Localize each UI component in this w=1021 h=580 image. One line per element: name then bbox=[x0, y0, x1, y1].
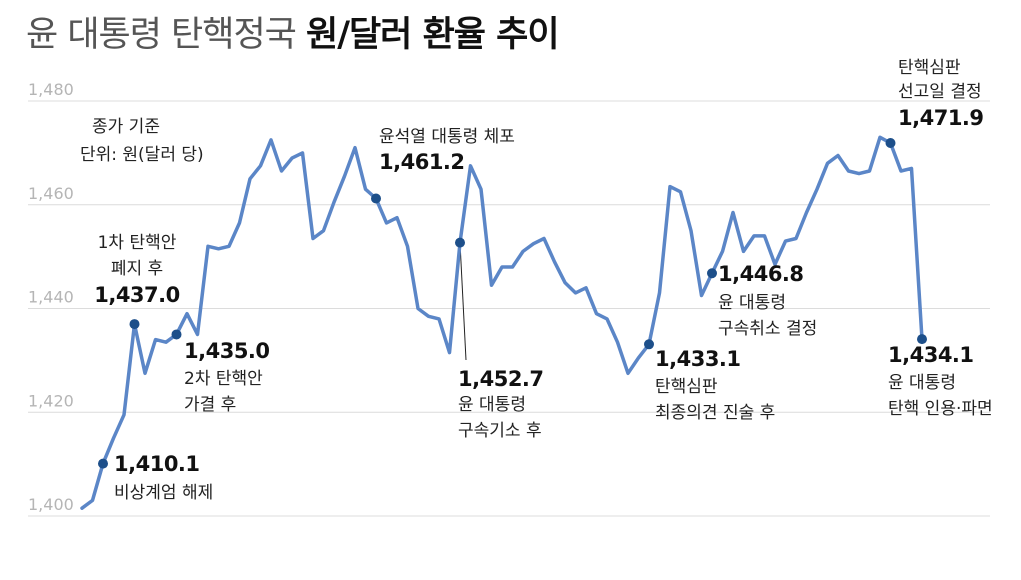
y-tick-label: 1,400 bbox=[28, 495, 74, 514]
data-label: 1,410.1 bbox=[114, 452, 200, 476]
grid bbox=[28, 100, 990, 517]
note-basis: 종가 기준 bbox=[92, 117, 160, 137]
data-marker bbox=[885, 138, 896, 149]
annotation-text: 윤 대통령 bbox=[888, 373, 956, 393]
annotation-text: 구속취소 결정 bbox=[718, 319, 817, 339]
y-tick-label: 1,420 bbox=[28, 391, 74, 410]
data-marker bbox=[917, 334, 927, 345]
y-tick-label: 1,460 bbox=[28, 184, 74, 203]
annotation-text: 윤 대통령 bbox=[458, 395, 526, 415]
data-label: 1,435.0 bbox=[184, 339, 270, 363]
data-marker bbox=[644, 339, 654, 350]
annotation-text: 탄핵 인용·파면 bbox=[888, 399, 993, 419]
y-tick-label: 1,480 bbox=[28, 80, 74, 99]
annotation-text: 구속기소 후 bbox=[458, 421, 542, 441]
data-label: 1,452.7 bbox=[458, 367, 544, 391]
data-label: 1,471.9 bbox=[898, 106, 984, 130]
title-light: 윤 대통령 탄핵정국 bbox=[26, 15, 297, 55]
y-axis: 1,400 1,420 1,440 1,460 1,480 bbox=[28, 80, 74, 514]
annotation-text: 폐지 후 bbox=[111, 259, 163, 279]
annotation-text: 윤 대통령 bbox=[718, 293, 786, 313]
data-marker bbox=[129, 319, 140, 330]
series-line bbox=[80, 135, 924, 510]
annotation-text: 탄핵심판 bbox=[898, 58, 961, 78]
chart-title: 윤 대통령 탄핵정국 원/달러 환율 추이 bbox=[26, 14, 560, 56]
leader-line bbox=[459, 242, 467, 361]
leader-lines bbox=[459, 242, 467, 361]
data-marker bbox=[171, 329, 182, 340]
data-label: 1,433.1 bbox=[655, 347, 741, 371]
data-label: 1,434.1 bbox=[888, 343, 974, 367]
data-marker bbox=[371, 193, 381, 204]
annotation-text: 1차 탄핵안 bbox=[98, 233, 177, 253]
annotation-text: 2차 탄핵안 bbox=[184, 369, 263, 389]
data-label: 1,446.8 bbox=[718, 262, 804, 286]
data-marker bbox=[455, 237, 465, 248]
annotation-text: 윤석열 대통령 체포 bbox=[379, 127, 515, 147]
note-unit: 단위: 원(달러 당) bbox=[80, 145, 204, 165]
annotation-text: 가결 후 bbox=[184, 395, 236, 415]
annotation-text: 최종의견 진술 후 bbox=[655, 403, 775, 423]
annotation-text: 비상계엄 해제 bbox=[114, 483, 213, 503]
y-tick-label: 1,440 bbox=[28, 288, 74, 307]
annotation-text: 선고일 결정 bbox=[898, 82, 982, 102]
data-marker bbox=[707, 268, 717, 279]
data-label: 1,461.2 bbox=[379, 150, 465, 174]
title-bold: 원/달러 환율 추이 bbox=[306, 15, 560, 55]
annotation-text: 탄핵심판 bbox=[655, 377, 718, 397]
markers bbox=[98, 138, 927, 469]
data-marker bbox=[98, 458, 108, 469]
data-label: 1,437.0 bbox=[94, 283, 180, 307]
